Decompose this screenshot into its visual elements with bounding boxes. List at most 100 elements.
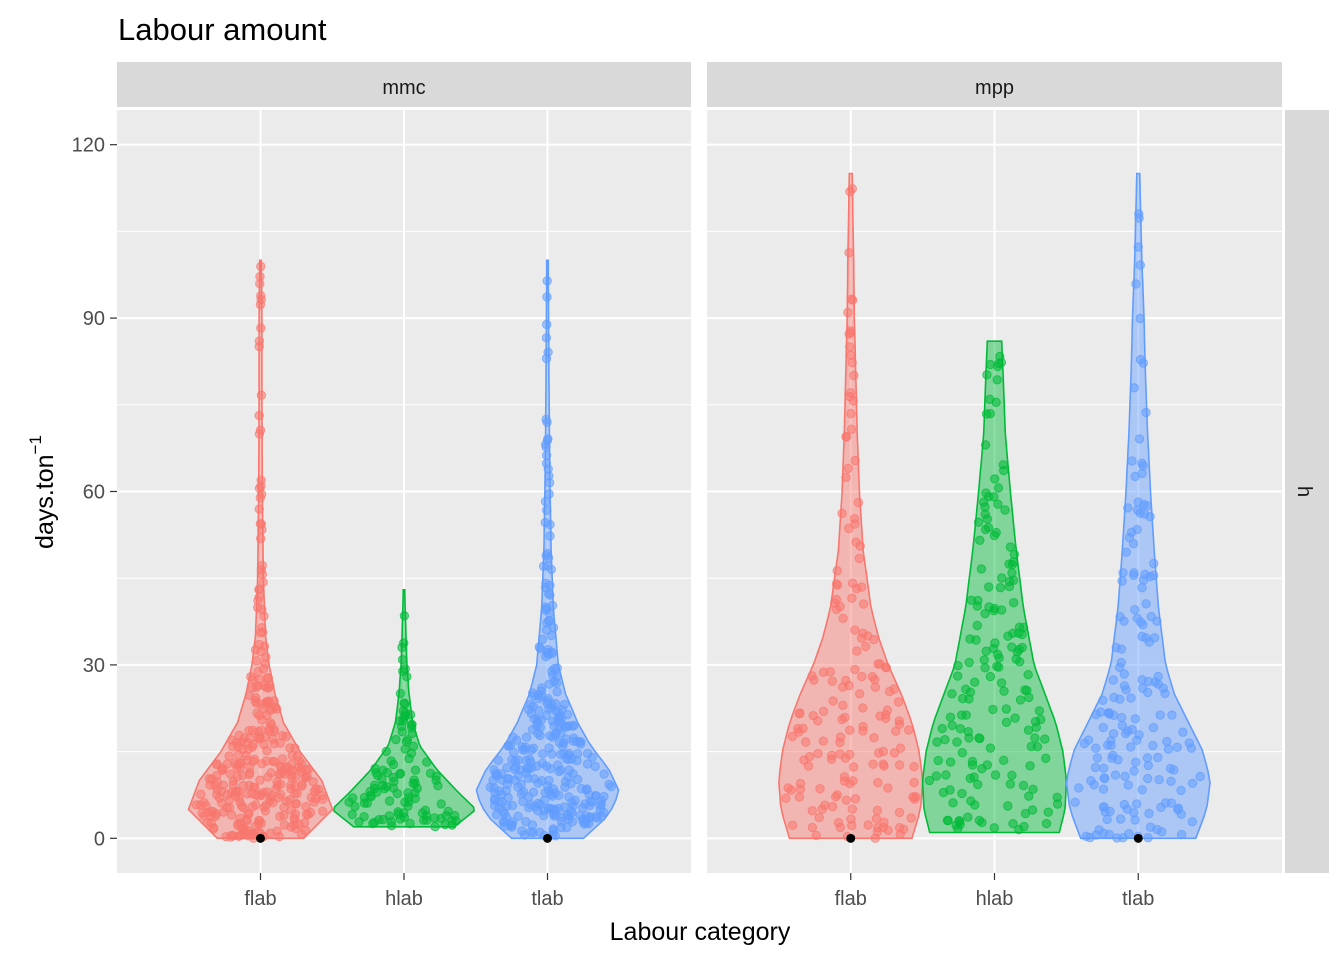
data-point <box>301 809 312 820</box>
data-point <box>831 792 841 802</box>
data-point <box>1149 558 1159 569</box>
data-point <box>254 639 264 650</box>
data-point <box>547 647 557 657</box>
data-point <box>1102 814 1112 825</box>
data-point <box>894 807 905 818</box>
data-point <box>1138 683 1148 693</box>
data-point <box>239 733 249 743</box>
data-point <box>1109 710 1119 720</box>
data-point <box>1074 783 1084 793</box>
data-point <box>255 519 266 529</box>
data-point <box>1144 808 1154 819</box>
data-point <box>947 720 957 731</box>
data-point <box>545 531 555 541</box>
data-point <box>841 472 851 482</box>
data-point <box>841 795 852 805</box>
data-point <box>869 733 879 743</box>
data-point <box>957 788 967 799</box>
data-point <box>1041 818 1052 829</box>
data-point <box>1116 712 1127 723</box>
data-point <box>1108 675 1119 685</box>
data-point <box>931 771 942 781</box>
data-point <box>294 819 304 830</box>
data-point <box>787 731 798 742</box>
data-point <box>818 706 829 717</box>
data-point <box>943 815 953 826</box>
data-point <box>539 810 549 821</box>
data-point <box>945 712 956 722</box>
data-point <box>1003 801 1013 811</box>
data-point <box>1094 825 1104 835</box>
data-point <box>1023 670 1033 680</box>
median-point <box>1133 833 1143 843</box>
data-point <box>803 761 814 771</box>
data-point <box>881 713 891 723</box>
data-point <box>940 735 950 745</box>
data-point <box>818 667 829 677</box>
data-point <box>491 809 502 820</box>
data-point <box>843 463 853 473</box>
x-tick-label: hlab <box>976 888 1014 910</box>
data-point <box>256 533 266 544</box>
data-point <box>538 749 548 759</box>
data-point <box>1115 612 1125 622</box>
data-point <box>1131 757 1141 767</box>
data-point <box>388 772 398 783</box>
data-point <box>845 388 856 398</box>
data-point <box>1129 808 1139 818</box>
data-point <box>813 748 823 759</box>
data-point <box>544 478 555 488</box>
data-point <box>827 801 838 812</box>
data-point <box>1137 631 1147 642</box>
data-point <box>855 689 865 699</box>
data-point <box>1123 503 1133 513</box>
panel-mpp: mpp flab hlab tlab <box>707 62 1282 910</box>
data-point <box>827 750 837 761</box>
data-point <box>850 455 860 466</box>
data-point <box>572 736 582 746</box>
data-point <box>1092 753 1103 763</box>
data-point <box>964 657 974 668</box>
data-point <box>957 748 968 758</box>
data-point <box>1119 799 1130 810</box>
data-point <box>985 671 996 682</box>
data-point <box>997 573 1007 583</box>
data-point <box>265 718 276 728</box>
data-point <box>869 634 879 645</box>
data-point <box>999 465 1009 476</box>
data-point <box>847 357 857 368</box>
data-point <box>544 608 555 618</box>
data-point <box>258 577 268 587</box>
row-strip <box>1285 110 1329 873</box>
data-point <box>973 779 983 790</box>
data-point <box>976 564 987 574</box>
data-point <box>985 743 996 753</box>
data-point <box>1178 727 1188 737</box>
median-point <box>846 833 856 843</box>
data-point <box>498 817 509 827</box>
data-point <box>1135 313 1145 324</box>
data-point <box>490 801 500 811</box>
data-point <box>222 759 233 769</box>
data-point <box>1156 802 1166 812</box>
data-point <box>553 803 564 814</box>
chart-title: Labour amount <box>118 12 327 47</box>
data-point <box>882 705 893 715</box>
data-point <box>507 820 517 830</box>
data-point <box>1009 549 1020 559</box>
data-point <box>843 307 853 318</box>
data-point <box>841 432 851 442</box>
data-point <box>244 808 254 819</box>
data-point <box>1155 710 1165 720</box>
data-point <box>1126 527 1137 537</box>
data-point <box>989 823 999 833</box>
data-point <box>410 793 420 804</box>
data-point <box>945 757 956 767</box>
data-point <box>1091 743 1101 753</box>
data-point <box>1103 740 1113 750</box>
data-point <box>981 646 991 656</box>
data-point <box>990 770 1001 780</box>
data-point <box>254 815 264 826</box>
data-point <box>1116 814 1126 824</box>
